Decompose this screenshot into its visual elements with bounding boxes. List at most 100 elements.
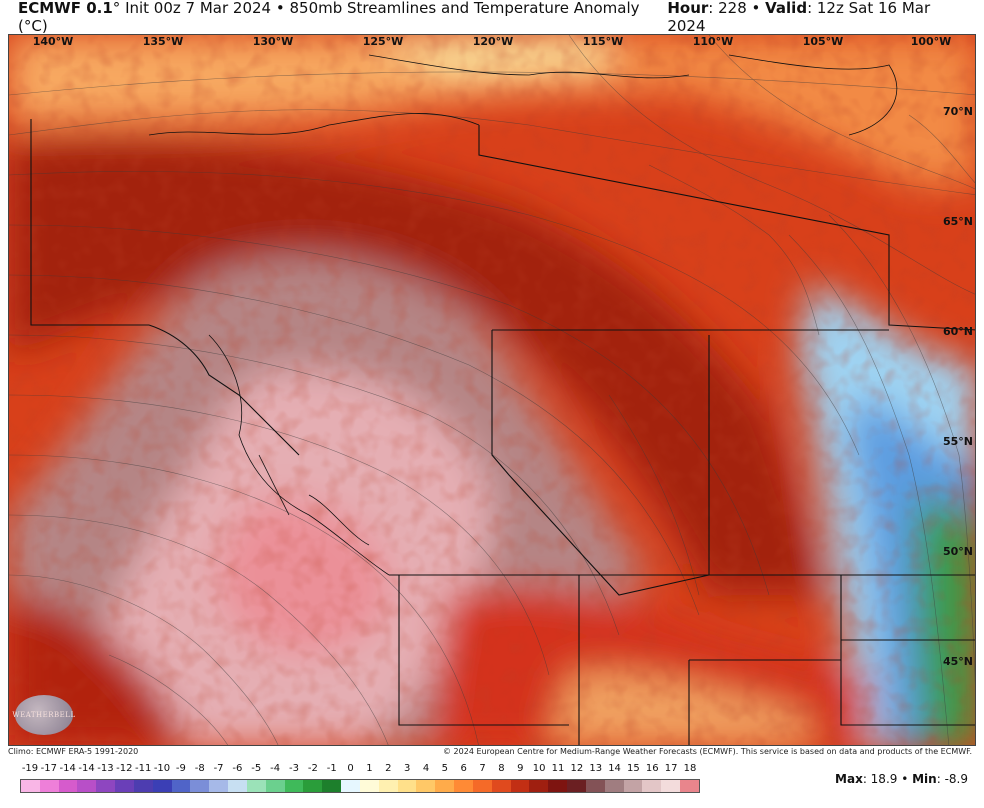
degree-symbol: °	[112, 0, 121, 17]
climo-note: Climo: ECMWF ERA-5 1991-2020	[8, 747, 139, 756]
scale-swatch	[190, 780, 210, 792]
model-name: ECMWF 0.1	[18, 0, 113, 17]
scale-tick-label: 3	[403, 763, 411, 774]
scale-tick-label: 2	[385, 763, 392, 774]
lon-label: 110°W	[692, 35, 734, 48]
scale-tick-label: 6	[460, 763, 467, 774]
scale-tick-label: -12	[116, 763, 133, 774]
lon-label: 135°W	[142, 35, 184, 48]
scale-swatch	[171, 780, 191, 792]
scale-tick-label: 15	[627, 763, 640, 774]
scale-swatch	[246, 780, 266, 792]
scale-swatch	[567, 780, 586, 792]
scale-swatch	[265, 780, 285, 792]
scale-tick-label: 12	[570, 763, 584, 774]
init-time: Init 00z 7 Mar 2024	[125, 0, 272, 17]
scale-swatch	[472, 780, 492, 792]
scale-tick-label: -2	[307, 763, 318, 774]
scale-tick-label: 13	[589, 763, 603, 774]
scale-ticks: -19 -17 -14 -14 -13 -12 -11 -10 -9 -8 -7 -6 -5 -4 -3 -2…	[20, 763, 700, 777]
title: ECMWF 0.1° Init 00z 7 Mar 2024 • 850mb S…	[18, 0, 640, 35]
scale-tick-label: 1	[366, 763, 373, 774]
scale-swatch	[378, 780, 398, 792]
scale-swatch	[341, 780, 360, 792]
lon-label: 100°W	[910, 35, 952, 48]
lon-label: 115°W	[582, 35, 624, 48]
scale-swatch	[642, 780, 662, 792]
scale-tick-label: -17	[40, 763, 58, 774]
scale-tick-label: -9	[175, 763, 186, 774]
scale-swatch	[435, 780, 455, 792]
scale-swatch	[359, 780, 379, 792]
lat-label: 70°N	[942, 105, 973, 118]
scale-tick-label: -19	[21, 763, 39, 774]
scale-tick-label: 16	[645, 763, 659, 774]
lat-label: 65°N	[942, 215, 973, 228]
hour-label: Hour	[667, 0, 709, 17]
scale-tick-label: 4	[422, 763, 430, 774]
scale-tick-label: 18	[683, 763, 697, 774]
lat-label: 55°N	[942, 435, 973, 448]
scale-tick-label: 11	[551, 763, 565, 774]
logo-text: WEATHERBELL	[12, 711, 76, 719]
lon-label: 105°W	[802, 35, 844, 48]
scale-swatch	[548, 780, 568, 792]
header-bar: ECMWF 0.1° Init 00z 7 Mar 2024 • 850mb S…	[0, 0, 984, 35]
scale-swatch	[397, 780, 417, 792]
scale-swatch	[623, 780, 643, 792]
scale-tick-label: -6	[232, 763, 243, 774]
copyright-note: © 2024 European Centre for Medium-Range …	[443, 747, 972, 756]
scale-tick-label: 0	[347, 763, 354, 774]
lon-label: 120°W	[472, 35, 514, 48]
hour-value: : 228	[708, 0, 747, 17]
scale-swatch	[133, 780, 153, 792]
scale-swatch	[228, 780, 247, 792]
scale-swatch	[454, 780, 473, 792]
min-label: Min	[912, 772, 937, 786]
scale-swatch	[491, 780, 511, 792]
scale-tick-label: 17	[664, 763, 678, 774]
scale-swatch	[284, 780, 304, 792]
scale-tick-label: -5	[251, 763, 262, 774]
scale-swatch	[77, 780, 97, 792]
scale-tick-label: 5	[441, 763, 449, 774]
scale-tick-label: -14	[78, 763, 95, 774]
separator: •	[897, 772, 913, 786]
scale-swatch	[152, 780, 172, 792]
scale-tick-label: -3	[289, 763, 299, 774]
product-name: 850mb Streamlines and Temperature Anomal…	[18, 0, 640, 35]
scale-swatch	[322, 780, 342, 792]
scale-tick-label: -7	[213, 763, 224, 774]
scale-swatch	[96, 780, 116, 792]
scale-swatch	[21, 780, 40, 792]
scale-swatch	[661, 780, 680, 792]
scale-swatch	[529, 780, 549, 792]
max-min: Max: 18.9 • Min: -8.9	[835, 772, 968, 786]
scale-tick-label: -13	[97, 763, 114, 774]
scale-bar	[20, 779, 700, 793]
color-scale: -19 -17 -14 -14 -13 -12 -11 -10 -9 -8 -7 -6 -5 -4 -3 -2…	[20, 763, 700, 803]
scale-tick-label: 14	[608, 763, 621, 774]
footer: Climo: ECMWF ERA-5 1991-2020 © 2024 Euro…	[8, 747, 976, 759]
scale-tick-label: -8	[194, 763, 205, 774]
lat-label: 60°N	[942, 325, 973, 338]
scale-swatch	[604, 780, 624, 792]
scale-swatch	[510, 780, 530, 792]
lon-label: 125°W	[362, 35, 404, 48]
scale-swatch	[115, 780, 134, 792]
min-value: : -8.9	[936, 772, 968, 786]
map-panel[interactable]: 140°W 135°W 130°W 125°W 120°W 115°W 110°…	[8, 34, 976, 746]
scale-tick-label: -14	[59, 763, 76, 774]
valid-value: : 12z Sat 16 Mar 2024	[667, 0, 931, 35]
valid-label: Valid	[765, 0, 808, 17]
scale-tick-label: -1	[326, 763, 337, 774]
scale-tick-label: -10	[153, 763, 171, 774]
scale-swatch	[416, 780, 436, 792]
scale-swatch	[39, 780, 59, 792]
max-label: Max	[835, 772, 863, 786]
weatherbell-logo: WEATHERBELL	[12, 695, 76, 735]
scale-swatch	[585, 780, 605, 792]
lon-label: 140°W	[32, 35, 74, 48]
scale-tick-label: -11	[134, 763, 152, 774]
scale-tick-label: 10	[532, 763, 546, 774]
